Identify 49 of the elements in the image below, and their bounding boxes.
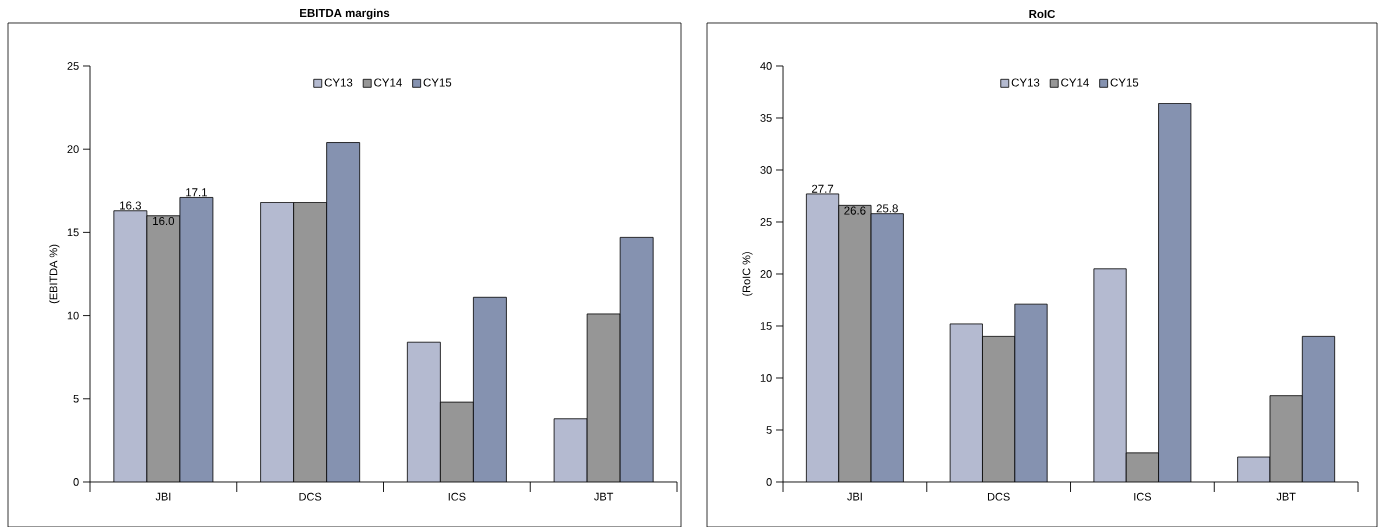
y-tick-label: 25 — [67, 61, 79, 70]
bar — [838, 205, 872, 482]
y-tick-label: 25 — [760, 217, 772, 226]
y-tick-label: 40 — [760, 61, 772, 70]
chart-title: RoIC — [1029, 9, 1056, 18]
legend-label: CY14 — [374, 78, 402, 87]
y-tick-label: 15 — [760, 321, 772, 330]
bar — [982, 336, 1015, 482]
bar — [871, 213, 904, 482]
y-tick-label: 10 — [67, 311, 79, 320]
data-label: 26.6 — [844, 206, 866, 215]
y-tick-label: 20 — [67, 145, 79, 153]
data-label: 17.1 — [186, 188, 207, 197]
y-tick-label: 5 — [766, 425, 772, 434]
legend-label: CY13 — [324, 78, 353, 87]
x-tick-label: DCS — [987, 492, 1010, 501]
y-tick-label: 20 — [760, 269, 772, 278]
legend-label: CY14 — [1061, 78, 1089, 87]
legend-label: CY13 — [1011, 78, 1040, 87]
y-tick-label: 10 — [760, 373, 772, 382]
y-tick-label: 0 — [73, 477, 79, 486]
x-tick-label: ICS — [448, 492, 466, 501]
x-tick-label: DCS — [299, 492, 322, 501]
legend-label: CY15 — [1110, 78, 1139, 87]
y-tick-label: 30 — [760, 165, 772, 174]
chart-title: EBITDA margins — [300, 8, 390, 20]
bar — [1014, 303, 1048, 482]
bar — [950, 323, 983, 482]
data-label: 27.7 — [811, 184, 834, 193]
data-label: 25.8 — [876, 204, 898, 213]
bar — [806, 193, 839, 482]
y-tick-label: 15 — [67, 228, 79, 237]
x-tick-label: JBI — [155, 492, 171, 501]
bar — [1269, 395, 1303, 482]
y-tick-label: 0 — [766, 477, 772, 486]
bar — [1301, 335, 1336, 482]
data-label: 16.0 — [153, 216, 175, 225]
x-tick-label: JBT — [594, 492, 614, 501]
x-tick-label: JBT — [1276, 492, 1296, 501]
bar — [1093, 268, 1127, 482]
y-tick-label: 35 — [760, 113, 772, 122]
y-tick-label: 5 — [73, 394, 79, 403]
data-label: 16.3 — [120, 201, 141, 210]
y-axis-title: (RoIC %) — [742, 251, 753, 296]
bar — [1158, 103, 1191, 482]
y-axis-title: (EBITDA %) — [49, 244, 60, 303]
legend-label: CY15 — [423, 78, 452, 87]
x-tick-label: ICS — [1134, 492, 1152, 501]
x-tick-label: JBI — [847, 492, 862, 501]
